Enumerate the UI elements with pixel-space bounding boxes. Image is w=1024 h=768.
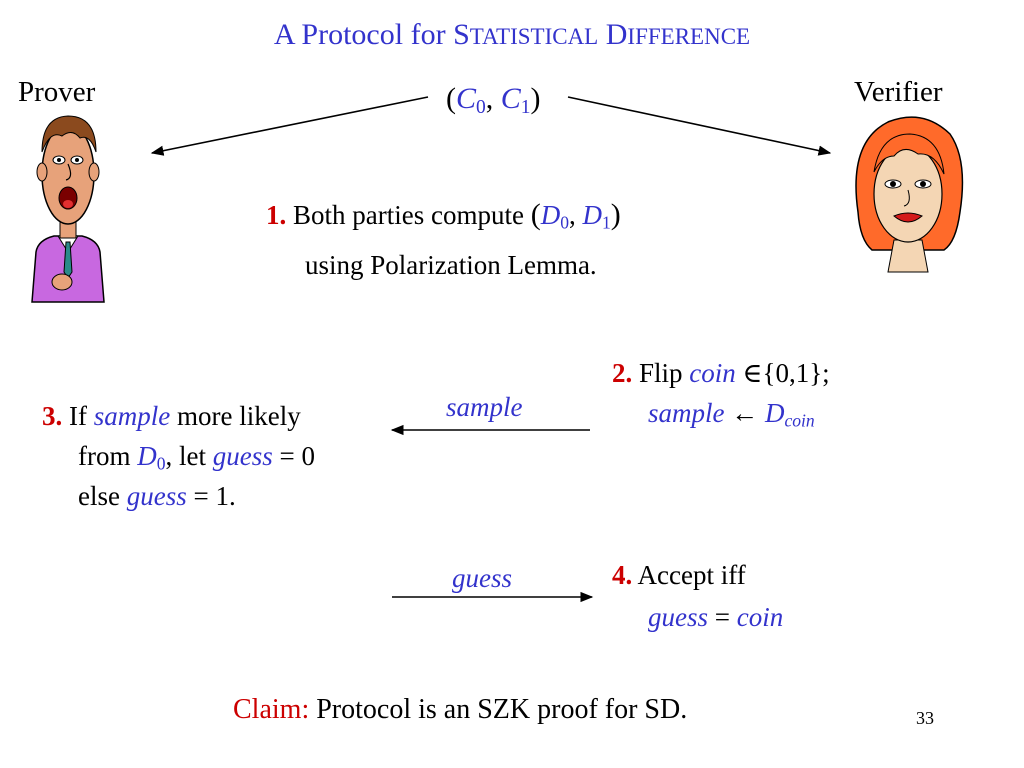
slide-title: A Protocol for STATISTICAL DIFFERENCE bbox=[273, 18, 751, 51]
message-guess-label: guess bbox=[452, 563, 512, 593]
step-3-line-1: 3. If sample more likely bbox=[42, 401, 301, 431]
step-4-line-1: 4. Accept iff bbox=[612, 560, 746, 590]
step-3-line-3: else guess = 1. bbox=[78, 481, 236, 511]
step-1-line-2: using Polarization Lemma. bbox=[305, 250, 597, 280]
input-pair: (C0, C1) bbox=[446, 82, 541, 118]
verifier-icon bbox=[855, 116, 964, 273]
verifier-label: Verifier bbox=[854, 76, 943, 108]
step-2-line-2: sample ← Dcoin bbox=[648, 398, 815, 431]
claim: Claim: Protocol is an SZK proof for SD. bbox=[233, 694, 688, 725]
page-number: 33 bbox=[916, 708, 934, 728]
prover-icon bbox=[31, 115, 105, 303]
prover-label: Prover bbox=[18, 76, 96, 108]
arrow-to-verifier bbox=[567, 96, 832, 156]
step-2-line-1: 2. Flip coin ∈{0,1}; bbox=[612, 358, 830, 388]
message-sample-label: sample bbox=[446, 392, 523, 422]
step-4-line-2: guess = coin bbox=[648, 602, 784, 632]
step-3-line-2: from D0, let guess = 0 bbox=[78, 441, 315, 474]
step-1-line-1: 1. Both parties compute (D0, D1) bbox=[266, 198, 621, 233]
arrow-to-prover bbox=[150, 96, 429, 156]
